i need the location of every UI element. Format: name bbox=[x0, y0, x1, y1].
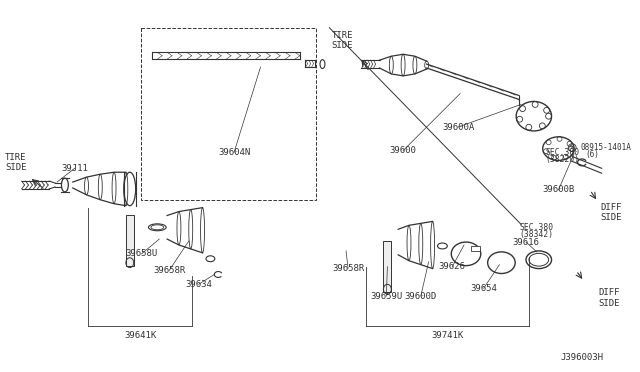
Text: 39626: 39626 bbox=[439, 262, 466, 271]
Text: 39634: 39634 bbox=[185, 280, 212, 289]
Text: 39658R: 39658R bbox=[153, 266, 185, 275]
Text: 39600: 39600 bbox=[390, 146, 417, 155]
Text: V: V bbox=[570, 145, 574, 150]
Text: 39659U: 39659U bbox=[371, 292, 403, 301]
Text: 39604N: 39604N bbox=[218, 148, 250, 157]
Bar bbox=[383, 241, 391, 292]
Text: 39616: 39616 bbox=[513, 238, 540, 247]
Bar bbox=[471, 246, 480, 251]
Text: 39654: 39654 bbox=[470, 284, 497, 293]
Text: DIFF
SIDE: DIFF SIDE bbox=[599, 288, 620, 308]
Bar bbox=[126, 215, 134, 266]
Text: J396003H: J396003H bbox=[561, 353, 604, 362]
Text: DIFF
SIDE: DIFF SIDE bbox=[601, 203, 622, 222]
Text: TIRE
SIDE: TIRE SIDE bbox=[332, 31, 353, 50]
Text: 08915-1401A: 08915-1401A bbox=[580, 143, 631, 152]
Text: 39600B: 39600B bbox=[542, 185, 575, 195]
Text: 39600D: 39600D bbox=[404, 292, 437, 301]
Text: 39658R: 39658R bbox=[332, 264, 364, 273]
Text: SEC.380: SEC.380 bbox=[546, 148, 580, 157]
Text: SEC.380: SEC.380 bbox=[519, 223, 553, 232]
Text: (6): (6) bbox=[585, 150, 599, 159]
Text: 39641K: 39641K bbox=[124, 331, 157, 340]
Text: TIRE
SIDE: TIRE SIDE bbox=[5, 153, 26, 172]
Text: (38342): (38342) bbox=[519, 230, 553, 239]
Bar bbox=[141, 28, 316, 200]
Text: (38220): (38220) bbox=[546, 155, 580, 164]
Text: 39600A: 39600A bbox=[442, 122, 474, 132]
Text: 39J11: 39J11 bbox=[61, 164, 88, 173]
Text: 39741K: 39741K bbox=[431, 331, 463, 340]
Text: 39658U: 39658U bbox=[125, 249, 157, 258]
